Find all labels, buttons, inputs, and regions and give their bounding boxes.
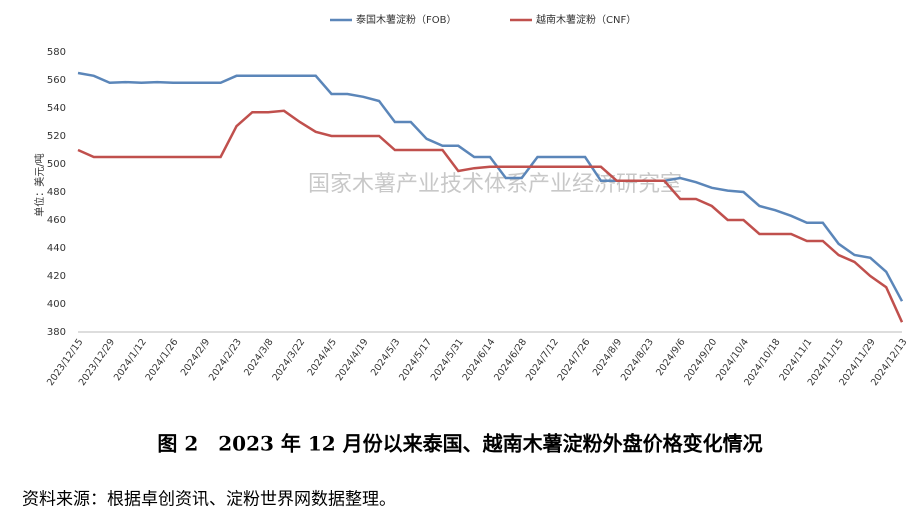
series-line xyxy=(77,71,904,302)
x-tick-label: 2024/3/22 xyxy=(270,337,307,383)
caption: 图 2 2023 年 12 月份以来泰国、越南木薯淀粉外盘价格变化情况 xyxy=(157,432,762,456)
legend-label: 泰国木薯淀粉（FOB） xyxy=(356,13,456,26)
x-tick-label: 2024/9/6 xyxy=(654,337,687,378)
x-tick-label: 2024/5/3 xyxy=(369,337,402,378)
series-line xyxy=(77,109,904,323)
y-tick-label: 460 xyxy=(47,215,66,226)
y-tick-label: 520 xyxy=(47,131,66,142)
x-tick-label: 2024/3/8 xyxy=(242,337,275,378)
x-tick-label: 2024/8/9 xyxy=(591,337,624,378)
watermark: 国家木薯产业技术体系产业经济研究室 xyxy=(308,172,682,197)
y-tick-label: 380 xyxy=(47,327,66,338)
x-tick-label: 2024/4/5 xyxy=(306,337,339,378)
y-tick-label: 560 xyxy=(47,75,66,86)
x-tick-label: 2024/2/23 xyxy=(207,337,244,383)
y-tick-label: 580 xyxy=(47,47,66,58)
y-tick-label: 440 xyxy=(47,243,66,254)
y-axis-label: 单位：美元/吨 xyxy=(33,153,46,216)
y-tick-label: 420 xyxy=(47,271,66,282)
x-tick-label: 2024/7/26 xyxy=(556,337,593,383)
y-tick-label: 540 xyxy=(47,103,66,114)
y-tick-label: 480 xyxy=(47,187,66,198)
source: 资料来源：根据卓创资讯、淀粉世界网数据整理。 xyxy=(22,490,396,510)
legend-label: 越南木薯淀粉（CNF） xyxy=(536,13,636,26)
x-tick-label: 2024/1/26 xyxy=(144,337,181,383)
y-tick-label: 400 xyxy=(47,299,66,310)
x-tick-label: 2024/4/19 xyxy=(334,337,371,383)
x-tick-label: 2024/2/9 xyxy=(179,337,212,378)
y-tick-label: 500 xyxy=(47,159,66,170)
x-tick-label: 2024/8/23 xyxy=(619,337,656,383)
